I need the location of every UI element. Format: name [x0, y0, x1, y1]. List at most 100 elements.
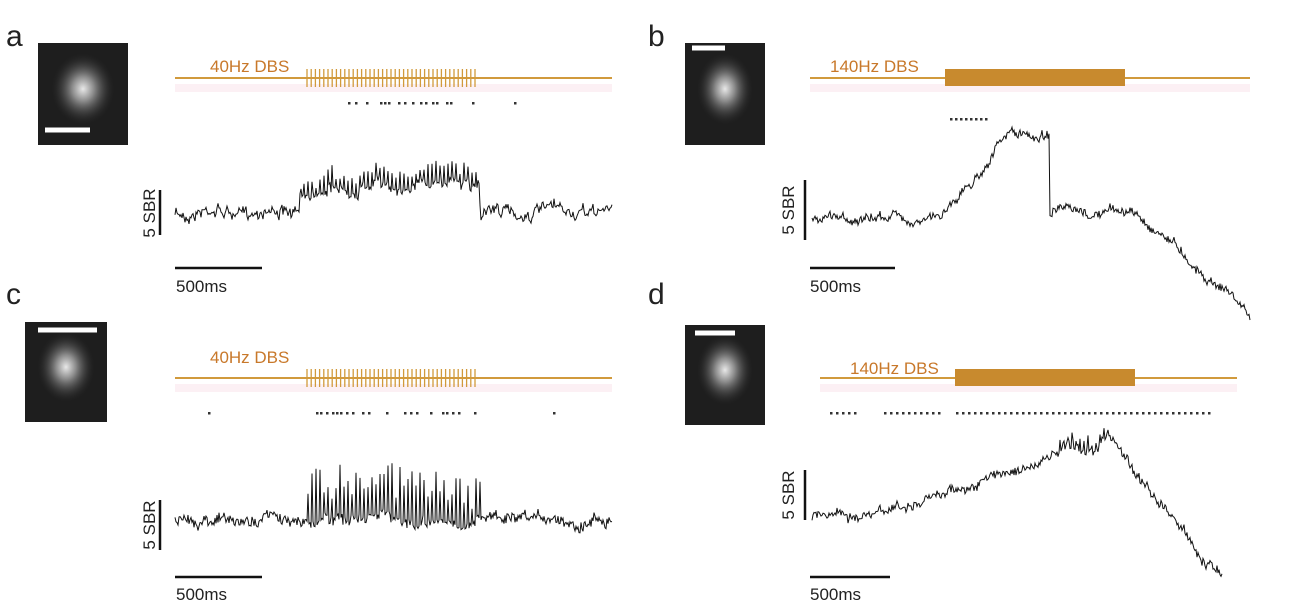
- spike-tick: [920, 412, 923, 415]
- spike-tick: [902, 412, 905, 415]
- spike-tick: [1052, 412, 1055, 415]
- spike-tick: [436, 102, 439, 105]
- panel-letter: b: [648, 20, 665, 53]
- spike-tick: [404, 102, 407, 105]
- spike-tick: [410, 412, 413, 415]
- trace: [811, 125, 1251, 321]
- spike-tick: [398, 102, 401, 105]
- spike-tick: [1208, 412, 1211, 415]
- layout: [25, 43, 1251, 579]
- stim-label: 140Hz DBS: [850, 359, 939, 378]
- spike-tick: [938, 412, 941, 415]
- stim-block: [955, 369, 1135, 386]
- panel-letter: a: [6, 20, 23, 53]
- spike-tick: [514, 102, 517, 105]
- spike-tick: [384, 102, 387, 105]
- spike-tick: [1136, 412, 1139, 415]
- spike-tick: [446, 412, 449, 415]
- x-scale-label: 500ms: [176, 277, 227, 296]
- spike-tick: [320, 412, 323, 415]
- spike-tick: [970, 118, 973, 121]
- spike-tick: [975, 118, 978, 121]
- spike-tick: [955, 118, 958, 121]
- spike-tick: [1010, 412, 1013, 415]
- spike-tick: [1130, 412, 1133, 415]
- spike-tick: [884, 412, 887, 415]
- spike-tick: [336, 412, 339, 415]
- spike-tick: [974, 412, 977, 415]
- spike-tick: [1202, 412, 1205, 415]
- x-scale-label: 500ms: [176, 585, 227, 604]
- trace: [174, 463, 613, 534]
- spike-tick: [450, 102, 453, 105]
- spike-tick: [368, 412, 371, 415]
- spike-tick: [914, 412, 917, 415]
- spike-tick: [1004, 412, 1007, 415]
- spike-tick: [896, 412, 899, 415]
- spike-tick: [1118, 412, 1121, 415]
- spike-tick: [316, 412, 319, 415]
- spike-tick: [1190, 412, 1193, 415]
- spike-tick: [1100, 412, 1103, 415]
- spike-tick: [980, 412, 983, 415]
- spike-tick: [1070, 412, 1073, 415]
- spike-tick: [452, 412, 455, 415]
- spike-tick: [1058, 412, 1061, 415]
- spike-tick: [446, 102, 449, 105]
- spike-tick: [854, 412, 857, 415]
- spike-tick: [1064, 412, 1067, 415]
- x-scale-label: 500ms: [810, 585, 861, 604]
- spike-tick: [386, 412, 389, 415]
- spike-tick: [956, 412, 959, 415]
- y-scale-label: 5 SBR: [140, 188, 159, 237]
- spike-tick: [1154, 412, 1157, 415]
- y-scale-label: 5 SBR: [779, 185, 798, 234]
- spike-tick: [1094, 412, 1097, 415]
- stim-shade: [175, 84, 612, 92]
- spike-tick: [1166, 412, 1169, 415]
- spike-tick: [1106, 412, 1109, 415]
- panel-letter: d: [648, 278, 665, 311]
- spike-tick: [968, 412, 971, 415]
- stim-label: 40Hz DBS: [210, 57, 289, 76]
- spike-tick: [908, 412, 911, 415]
- spike-tick: [1148, 412, 1151, 415]
- spike-tick: [1076, 412, 1079, 415]
- spike-tick: [458, 412, 461, 415]
- spike-tick: [998, 412, 1001, 415]
- spike-tick: [1046, 412, 1049, 415]
- spike-tick: [404, 412, 407, 415]
- spike-tick: [986, 412, 989, 415]
- spike-tick: [332, 412, 335, 415]
- spike-tick: [1184, 412, 1187, 415]
- stim-shade: [810, 84, 1250, 92]
- spike-tick: [1082, 412, 1085, 415]
- spike-tick: [1034, 412, 1037, 415]
- spike-tick: [412, 102, 415, 105]
- spike-tick: [380, 102, 383, 105]
- spike-tick: [352, 412, 355, 415]
- stim-label: 40Hz DBS: [210, 348, 289, 367]
- spike-tick: [442, 412, 445, 415]
- stim-shade: [820, 384, 1237, 392]
- cell: [697, 335, 753, 405]
- spike-tick: [430, 412, 433, 415]
- spike-tick: [836, 412, 839, 415]
- spike-tick: [208, 412, 211, 415]
- spike-tick: [962, 412, 965, 415]
- spike-tick: [960, 118, 963, 121]
- spike-tick: [848, 412, 851, 415]
- spike-tick: [348, 102, 351, 105]
- spike-tick: [1178, 412, 1181, 415]
- spike-tick: [985, 118, 988, 121]
- spike-tick: [474, 412, 477, 415]
- cell: [697, 53, 753, 125]
- spike-tick: [1040, 412, 1043, 415]
- stim-label: 140Hz DBS: [830, 57, 919, 76]
- spike-tick: [932, 412, 935, 415]
- spike-tick: [416, 412, 419, 415]
- spike-tick: [926, 412, 929, 415]
- x-scale-label: 500ms: [810, 277, 861, 296]
- spike-tick: [1088, 412, 1091, 415]
